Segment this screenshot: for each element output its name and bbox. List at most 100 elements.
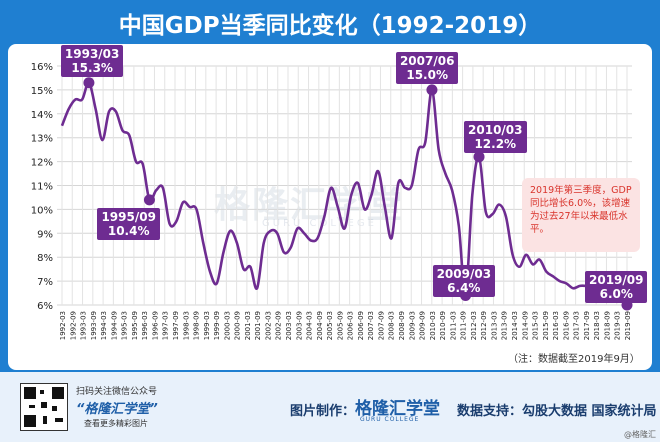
annotation-date: 2007/06 xyxy=(399,53,455,68)
y-tick-label: 7% xyxy=(37,277,53,288)
x-tick-label: 2004-03 xyxy=(306,311,314,340)
x-tick-label: 2017-03 xyxy=(573,311,581,340)
annotation-label: 1993/03 15.3% xyxy=(60,44,124,77)
x-tick-label: 1998-03 xyxy=(182,311,190,340)
x-tick-label: 2002-09 xyxy=(275,311,283,340)
y-tick-label: 15% xyxy=(31,86,53,97)
x-tick-label: 1998-09 xyxy=(193,311,201,340)
x-tick-label: 1995-09 xyxy=(131,311,139,340)
x-tick-label: 2019-09 xyxy=(624,311,632,340)
footer xyxy=(0,372,660,442)
x-tick-label: 2008-09 xyxy=(398,311,406,340)
annotation-label: 2007/06 15.0% xyxy=(395,51,459,84)
x-tick-label: 2000-03 xyxy=(223,311,231,340)
annotation-value: 12.2% xyxy=(474,136,517,151)
y-tick-label: 10% xyxy=(31,205,53,216)
y-tick-label: 12% xyxy=(31,158,53,169)
x-tick-label: 2011-03 xyxy=(449,311,457,340)
y-tick-label: 6% xyxy=(37,301,53,312)
annotation-value: 15.3% xyxy=(71,60,113,75)
y-tick-label: 9% xyxy=(37,229,53,240)
x-tick-label: 2016-09 xyxy=(562,311,570,340)
qr-code-icon xyxy=(20,383,68,431)
x-tick-label: 1997-03 xyxy=(162,311,170,340)
annotation-point xyxy=(83,77,95,89)
x-tick-label: 2014-09 xyxy=(521,311,529,340)
x-tick-label: 2003-03 xyxy=(285,311,293,340)
corner-credit: @格隆汇 xyxy=(624,430,656,439)
annotation-label: 2010/03 12.2% xyxy=(464,120,527,153)
x-tick-label: 2002-03 xyxy=(264,311,272,340)
x-tick-label: 2013-09 xyxy=(501,311,509,340)
x-tick-label: 2019-03 xyxy=(614,311,622,340)
annotation-label: 2019/09 6.0% xyxy=(585,271,648,303)
annotation-date: 1995/09 xyxy=(101,209,156,224)
qr-caption-line1: 扫码关注微信公众号 xyxy=(76,387,158,397)
annotation-value: 6.0% xyxy=(599,287,633,301)
y-tick-label: 16% xyxy=(31,62,53,73)
x-tick-label: 2005-03 xyxy=(326,311,334,340)
annotation-value: 15.0% xyxy=(406,67,448,82)
x-tick-label: 2013-03 xyxy=(490,311,498,340)
data-source: 数据支持：勾股大数据 国家统计局 xyxy=(457,404,657,419)
y-tick-label: 13% xyxy=(31,134,53,145)
x-tick-label: 2001-09 xyxy=(254,311,262,340)
x-tick-label: 2007-09 xyxy=(377,311,385,340)
y-tick-label: 8% xyxy=(37,253,53,264)
annotation-date: 2010/03 xyxy=(468,122,523,137)
x-tick-label: 1999-03 xyxy=(203,311,211,340)
x-tick-label: 2003-09 xyxy=(295,311,303,340)
x-tick-label: 2018-09 xyxy=(603,311,611,340)
annotation-date: 2009/03 xyxy=(436,267,492,282)
x-tick-label: 2010-09 xyxy=(439,311,447,340)
x-tick-label: 1994-03 xyxy=(100,311,108,340)
x-tick-label: 2015-03 xyxy=(532,311,540,340)
x-tick-label: 2014-03 xyxy=(511,311,519,340)
x-tick-label: 1993-09 xyxy=(90,311,98,340)
annotation-date: 2019/09 xyxy=(589,273,644,287)
x-tick-label: 1999-09 xyxy=(213,311,221,340)
x-tick-label: 1996-03 xyxy=(141,311,149,340)
x-tick-label: 1992-03 xyxy=(59,311,67,340)
x-tick-label: 2000-09 xyxy=(234,311,242,340)
x-tick-label: 2012-09 xyxy=(480,311,488,340)
annotation-point xyxy=(473,151,485,163)
x-tick-label: 1996-09 xyxy=(151,311,159,340)
page-title: 中国GDP当季同比变化（1992-2019） xyxy=(118,13,542,39)
x-tick-label: 1994-09 xyxy=(110,311,118,340)
x-tick-label: 2017-09 xyxy=(583,311,591,340)
x-tick-label: 1992-09 xyxy=(69,311,77,340)
x-tick-label: 2010-03 xyxy=(429,311,437,340)
series-line xyxy=(60,81,628,307)
x-tick-label: 2004-09 xyxy=(316,311,324,340)
y-tick-label: 14% xyxy=(31,110,53,121)
x-tick-label: 2016-03 xyxy=(552,311,560,340)
x-tick-label: 2018-03 xyxy=(593,311,601,340)
x-tick-label: 2009-03 xyxy=(408,311,416,340)
annotation-label: 1995/09 10.4% xyxy=(97,207,160,240)
annotation-date: 1993/03 xyxy=(64,46,120,61)
annotation-label: 2009/03 6.4% xyxy=(432,265,496,298)
footnote: （注：数据截至2019年9月） xyxy=(508,354,640,365)
x-tick-label: 1993-03 xyxy=(80,311,88,340)
brand-logo: 格隆汇学堂 xyxy=(355,399,440,419)
qr-caption-line3: 查看更多精彩图片 xyxy=(84,419,148,428)
annotation-point xyxy=(426,84,438,96)
annotation-value: 6.4% xyxy=(447,281,481,296)
annotation-value: 10.4% xyxy=(107,223,150,238)
x-tick-label: 2006-09 xyxy=(357,311,365,340)
watermark-sub: GURU COLLEGE xyxy=(262,218,377,229)
qr-caption-line2: “格隆汇学堂” xyxy=(76,402,158,417)
annotation-point xyxy=(143,194,155,206)
maker-label: 图片制作： xyxy=(290,404,356,419)
x-tick-label: 2012-03 xyxy=(470,311,478,340)
x-tick-label: 2011-09 xyxy=(460,311,468,340)
x-tick-label: 2001-03 xyxy=(244,311,252,340)
x-tick-label: 2006-03 xyxy=(347,311,355,340)
x-tick-label: 2005-09 xyxy=(336,311,344,340)
x-tick-label: 1997-09 xyxy=(172,311,180,340)
annotation-note: 2019年第三季度，GDP同比增长6.0%，该增速为过去27年以来最低水平。 xyxy=(522,178,640,252)
y-tick-label: 11% xyxy=(31,182,53,193)
x-tick-label: 2007-03 xyxy=(367,311,375,340)
